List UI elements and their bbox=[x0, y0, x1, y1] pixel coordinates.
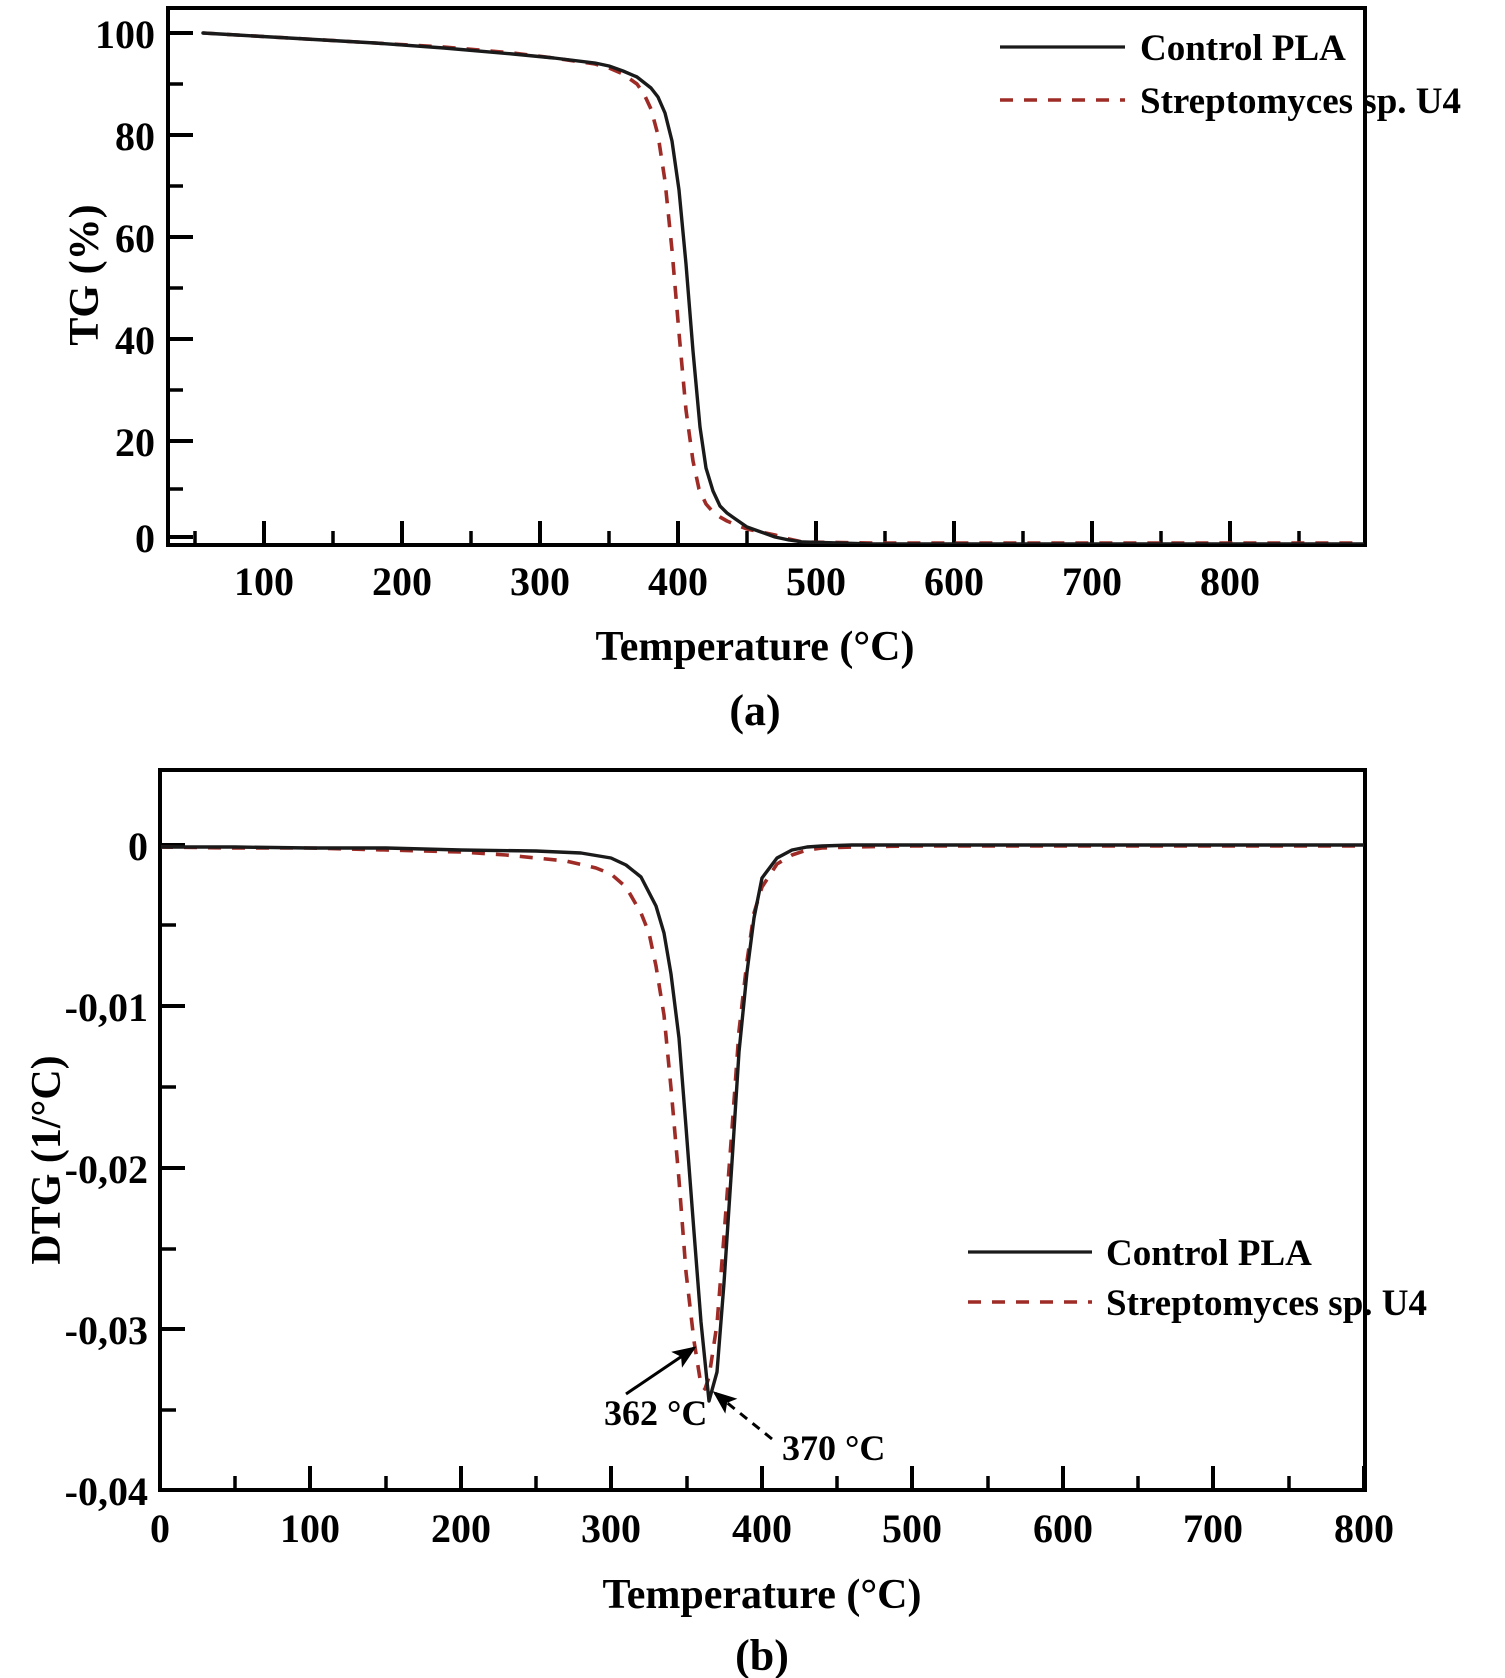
panel-a-xtick-500: 500 bbox=[786, 559, 846, 604]
panel-b-curves bbox=[161, 843, 1364, 1403]
panel-b-y-axis-title: DTG (1/°C) bbox=[24, 1055, 70, 1264]
panel-a-ytick-80: 80 bbox=[115, 114, 155, 159]
panel-a-plot-frame bbox=[166, 6, 1367, 547]
panel-a-tg-chart: 100 80 60 40 20 0 bbox=[0, 0, 1505, 760]
panel-a-letter: (a) bbox=[729, 686, 780, 735]
panel-a-x-axis-title: Temperature (°C) bbox=[596, 624, 915, 670]
annotation-arrow-362 bbox=[625, 1346, 697, 1396]
panel-b-svg: 0 -0,01 -0,02 -0,03 -0,04 bbox=[24, 768, 1427, 1678]
panel-b-ytick-001: -0,01 bbox=[65, 985, 148, 1030]
panel-b-letter: (b) bbox=[735, 1631, 789, 1678]
panel-a-legend: Control PLA Streptomyces sp. U4 bbox=[1000, 28, 1461, 122]
panel-b-legend-label-streptomyces: Streptomyces sp. U4 bbox=[1106, 1283, 1427, 1324]
panel-a-curve-control-pla bbox=[201, 31, 1364, 544]
panel-a-curves bbox=[201, 31, 1364, 544]
panel-b-legend: Control PLA Streptomyces sp. U4 bbox=[968, 1233, 1427, 1324]
panel-a-ytick-20: 20 bbox=[115, 420, 155, 465]
panel-a-xtick-600: 600 bbox=[924, 559, 984, 604]
panel-a-xtick-800: 800 bbox=[1200, 559, 1260, 604]
panel-b-ytick-004: -0,04 bbox=[65, 1469, 148, 1514]
panel-a-y-axis-title: TG (%) bbox=[62, 204, 108, 345]
panel-b-dtg-chart: 0 -0,01 -0,02 -0,03 -0,04 bbox=[0, 760, 1505, 1678]
panel-a-svg: 100 80 60 40 20 0 bbox=[62, 6, 1461, 735]
panel-b-xtick-400: 400 bbox=[732, 1506, 792, 1551]
panel-b-xtick-700: 700 bbox=[1183, 1506, 1243, 1551]
annotation-arrow-370 bbox=[712, 1391, 773, 1441]
panel-a-ytick-0: 0 bbox=[135, 516, 155, 561]
panel-b-xtick-300: 300 bbox=[581, 1506, 641, 1551]
panel-b-y-ticks bbox=[160, 843, 185, 1492]
panel-a-ytick-100: 100 bbox=[95, 12, 155, 57]
panel-a-x-ticks bbox=[193, 521, 1301, 545]
panel-a-legend-label-streptomyces: Streptomyces sp. U4 bbox=[1140, 81, 1461, 122]
panel-b-annotations: 362 °C 370 °C bbox=[604, 1346, 885, 1468]
panel-a-legend-label-control-pla: Control PLA bbox=[1140, 28, 1346, 69]
panel-a-xtick-400: 400 bbox=[648, 559, 708, 604]
panel-a-xtick-700: 700 bbox=[1062, 559, 1122, 604]
panel-b-x-ticks bbox=[158, 1466, 1366, 1490]
panel-a-xtick-300: 300 bbox=[510, 559, 570, 604]
panel-b-curve-control-pla bbox=[161, 843, 1364, 1403]
panel-b-xtick-800: 800 bbox=[1334, 1506, 1394, 1551]
panel-b-xtick-200: 200 bbox=[431, 1506, 491, 1551]
panel-a-ytick-40: 40 bbox=[115, 318, 155, 363]
panel-a-xtick-200: 200 bbox=[372, 559, 432, 604]
annotation-label-370: 370 °C bbox=[782, 1428, 885, 1468]
panel-b-xtick-500: 500 bbox=[882, 1506, 942, 1551]
annotation-label-362: 362 °C bbox=[604, 1393, 707, 1433]
panel-b-ytick-002: -0,02 bbox=[65, 1147, 148, 1192]
panel-b-xtick-600: 600 bbox=[1033, 1506, 1093, 1551]
panel-a-ytick-60: 60 bbox=[115, 216, 155, 261]
panel-b-legend-label-control-pla: Control PLA bbox=[1106, 1233, 1312, 1274]
panel-b-ytick-0: 0 bbox=[128, 824, 148, 869]
panel-b-x-axis-title: Temperature (°C) bbox=[603, 1572, 922, 1618]
panel-a-xtick-100: 100 bbox=[234, 559, 294, 604]
panel-a-y-ticks bbox=[168, 31, 193, 539]
panel-b-ytick-003: -0,03 bbox=[65, 1308, 148, 1353]
panel-b-xtick-0: 0 bbox=[150, 1506, 170, 1551]
panel-b-xtick-100: 100 bbox=[280, 1506, 340, 1551]
